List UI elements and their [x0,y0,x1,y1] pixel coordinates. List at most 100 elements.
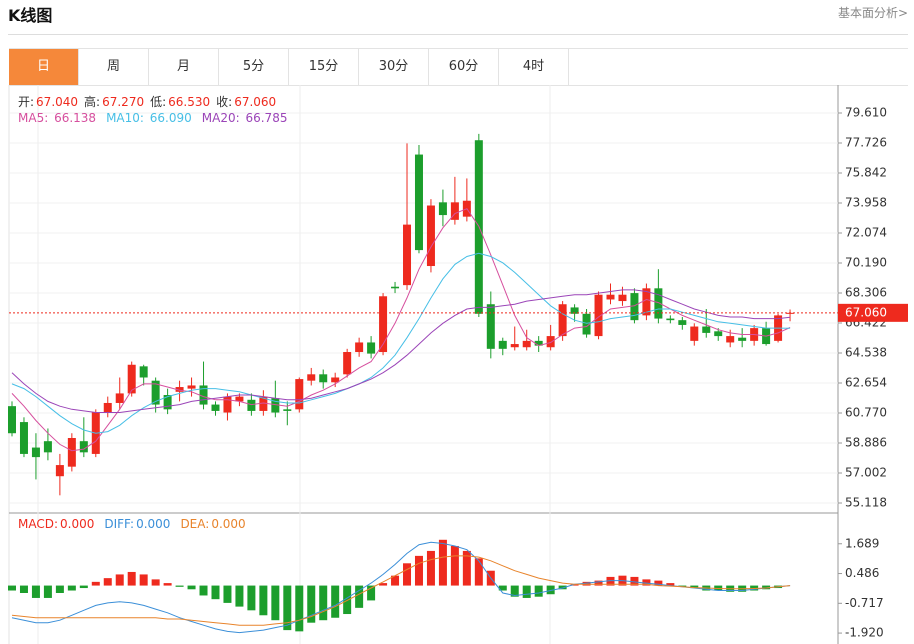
candle-body [379,296,388,353]
macd-bar [91,581,100,586]
legend-value: 0.000 [60,517,95,531]
candle-body [570,307,579,314]
candle-body [247,399,256,411]
legend-name: MA10: [106,111,148,125]
macd-bar [283,585,292,631]
macd-bar [235,585,244,607]
period-tab[interactable]: 60分 [429,49,499,85]
candle-body [295,379,304,410]
macd-bar [319,585,328,621]
candle-body [498,340,507,349]
analysis-link[interactable]: 基本面分析> [837,6,908,20]
macd-bar [127,571,136,586]
candle-body [199,385,208,405]
candle-body [283,409,292,411]
macd-bar [534,585,543,597]
period-tab[interactable]: 30分 [359,49,429,85]
macd-bar [654,580,663,586]
macd-bar [379,583,388,586]
candle-body [678,320,687,325]
macd-bar [103,578,112,586]
candle-body [426,205,435,267]
candle-body [67,438,76,467]
macd-bar [223,585,232,603]
macd-bar [343,585,352,615]
last-price-label: 67.060 [845,305,887,319]
macd-bar [426,550,435,586]
candle-body [163,395,172,410]
candle-body [175,387,184,392]
candle-body [19,422,28,454]
candle-body [151,380,160,405]
macd-bar [558,585,567,590]
macd-bar [211,585,220,600]
macd-bar [414,555,423,586]
period-tab[interactable]: 4时 [499,49,569,85]
y-tick-label: 68.306 [845,285,887,299]
macd-bar [510,585,519,597]
macd-line [11,541,791,634]
period-tab[interactable]: 日 [9,49,79,85]
candle-body [738,337,747,341]
macd-bar [8,585,16,591]
macd-bar [678,585,687,587]
macd-bar [606,576,615,586]
macd-bar [438,539,447,586]
macd-line [11,555,791,626]
ohlc-value: 67.060 [234,95,277,109]
macd-bar [271,585,280,621]
legend-name: DIFF: [104,517,135,531]
macd-bar [247,585,256,611]
candle-body [55,465,64,477]
period-tab[interactable]: 5分 [219,49,289,85]
macd-bar [666,583,675,586]
macd-bar [450,545,459,586]
macd-bar [642,579,651,586]
legend-value: 0.000 [211,517,246,531]
last-price-box [838,303,908,322]
legend-value: 66.785 [245,111,288,125]
ohlc-label: 开: [18,95,35,109]
macd-bar [187,585,196,590]
macd-bar [115,574,124,586]
candle-body [127,364,136,394]
candle-body [43,441,52,453]
y-tick-label: 70.190 [845,255,887,269]
macd-bar [295,585,304,632]
macd-legend: MACD: 0.000 DIFF: 0.000 DEA: 0.000 [18,517,256,531]
y-tick-label: 0.486 [845,566,879,580]
y-tick-label: 77.726 [845,135,887,149]
macd-bar [175,585,184,587]
macd-bar [462,550,471,586]
candle-body [618,294,627,302]
macd-bar [582,581,591,586]
period-tab[interactable]: 15分 [289,49,359,85]
candle-body [79,441,88,453]
ma-line [11,252,791,434]
y-tick-label: 1.689 [845,536,879,550]
y-tick-label: 79.610 [845,105,887,119]
ohlc-label: 低: [150,95,167,109]
candle-body [714,331,723,337]
macd-bar [163,583,172,586]
ohlc-value: 66.530 [168,95,211,109]
macd-bar [199,585,208,596]
candle-body [235,396,244,402]
period-tab[interactable]: 周 [79,49,149,85]
candle-body [307,374,316,381]
candle-body [139,366,148,378]
macd-bar [403,563,412,586]
candle-body [115,393,124,403]
ohlc-label: 收: [216,95,233,109]
period-tab[interactable]: 月 [149,49,219,85]
candle-body [558,304,567,337]
candle-body [355,342,364,353]
ohlc-value: 67.270 [102,95,145,109]
macd-bar [498,585,507,591]
macd-bar [151,579,160,586]
macd-bar [391,575,400,586]
y-tick-label: 62.654 [845,376,887,390]
macd-bar [31,585,40,598]
candle-body [522,340,531,348]
